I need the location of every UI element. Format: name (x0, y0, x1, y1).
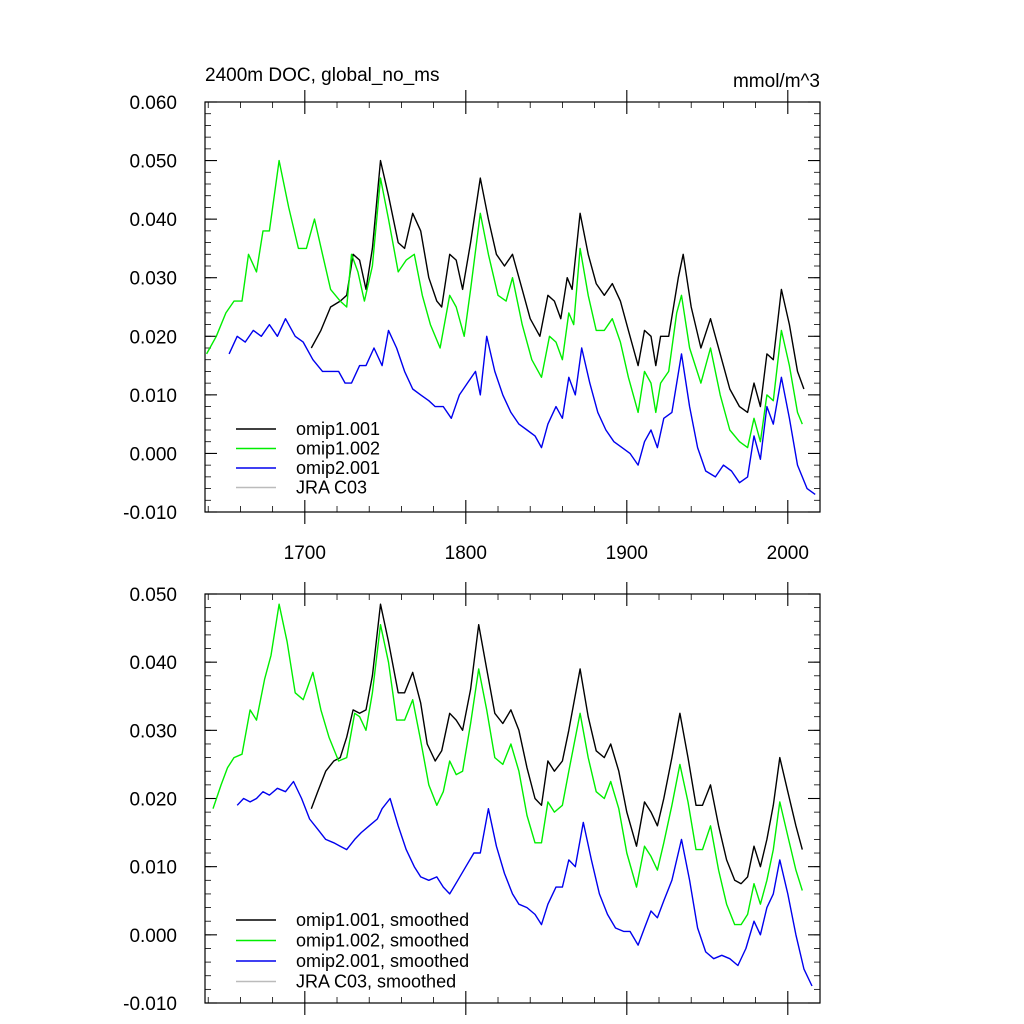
legend-label: JRA C03, smoothed (296, 972, 456, 992)
chart-panel-2: -0.010 0.000 0.010 0.020 0.030 0.040 0.050 omip… (123, 582, 821, 1015)
y-tick-label: 0.020 (129, 790, 177, 811)
y-tick-label: -0.010 (123, 994, 177, 1015)
y-tick-label: -0.010 (123, 503, 177, 524)
y-tick-label: 0.060 (129, 93, 177, 114)
legend-label: omip1.001, smoothed (296, 910, 469, 930)
series-line-omip2-001 (228, 318, 816, 495)
units-label: mmol/m^3 (733, 71, 820, 92)
series-line-omip2-001-smoothed (236, 780, 813, 987)
y-tick-label: 0.040 (129, 210, 177, 231)
x-tick-label: 1700 (284, 543, 326, 564)
x-tick-label: 1800 (445, 543, 487, 564)
legend-label: omip1.002 (296, 439, 380, 459)
x-tick-label: 1900 (606, 543, 648, 564)
y-tick-label: 0.050 (129, 585, 177, 606)
plot-frame (204, 101, 821, 513)
series-line-omip1-002-smoothed (212, 603, 803, 926)
series-line-omip1-001 (310, 159, 805, 414)
legend-label: omip1.002, smoothed (296, 931, 469, 951)
chart-title: 2400m DOC, global_no_ms (205, 65, 439, 86)
y-tick-label: 0.010 (129, 386, 177, 407)
y-tick-label: 0.050 (129, 152, 177, 173)
y-tick-label: 0.030 (129, 269, 177, 290)
series-line-omip1-002 (205, 159, 803, 449)
series-line-omip1-001-smoothed (310, 603, 803, 885)
legend-label: omip1.001 (296, 419, 380, 439)
y-tick-label: 0.040 (129, 653, 177, 674)
legend-label: JRA C03 (296, 478, 367, 498)
y-tick-label: 0.000 (129, 444, 177, 465)
y-tick-label: 0.030 (129, 721, 177, 742)
legend-label: omip2.001 (296, 458, 380, 478)
y-tick-label: 0.010 (129, 858, 177, 879)
y-tick-label: 0.000 (129, 926, 177, 947)
chart-panel-1: -0.010 0.000 0.010 0.020 0.030 0.040 0.050 0.06… (123, 65, 821, 564)
y-tick-label: 0.020 (129, 327, 177, 348)
legend-label: omip2.001, smoothed (296, 951, 469, 971)
x-tick-label: 2000 (767, 543, 809, 564)
